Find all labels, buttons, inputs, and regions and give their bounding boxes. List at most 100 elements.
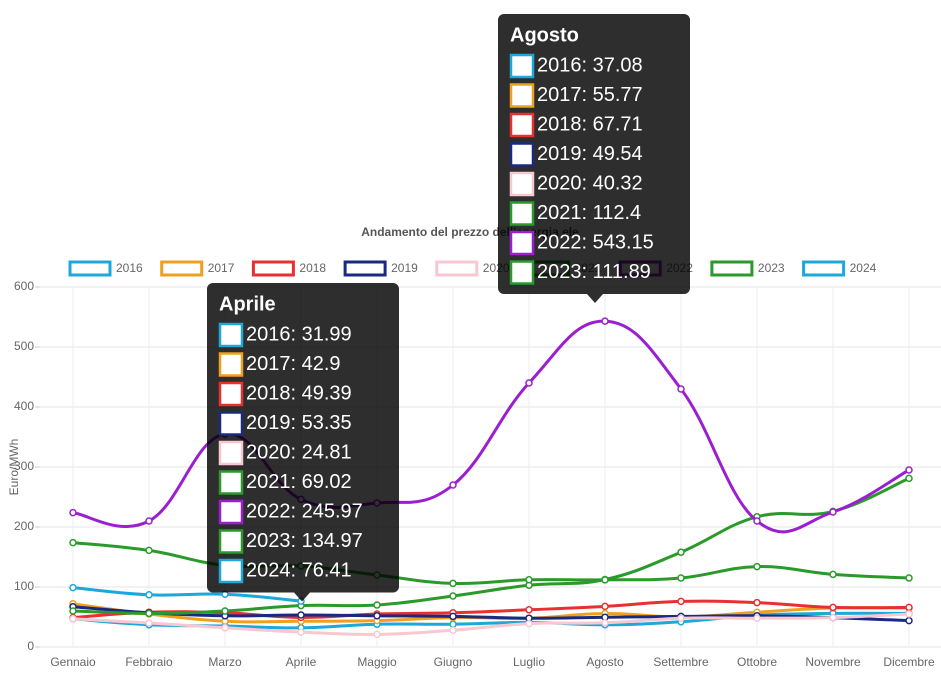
legend-label: 2017 — [208, 261, 235, 275]
data-point — [69, 538, 77, 547]
data-point — [905, 616, 913, 625]
tooltip-swatch — [509, 142, 535, 167]
x-tick-label: Settembre — [653, 655, 709, 669]
data-point — [905, 466, 913, 474]
series-line — [72, 319, 910, 534]
x-tick-label: Maggio — [357, 655, 397, 669]
tooltip-item: 2017: 55.77 — [537, 84, 643, 106]
tooltip-item: 2018: 49.39 — [246, 382, 352, 404]
tooltip-item: 2024: 76.41 — [246, 559, 352, 581]
data-point — [449, 579, 457, 588]
legend-label: 2016 — [116, 261, 143, 275]
data-point — [373, 612, 381, 620]
legend-swatch — [435, 260, 479, 277]
data-point — [525, 576, 533, 584]
data-point — [145, 619, 153, 627]
tooltip-swatch — [509, 260, 535, 285]
data-point — [677, 548, 685, 556]
tooltip: Aprile 2016: 31.99 2017: 42.9 2018: 49.39 20… — [207, 283, 399, 602]
data-point — [525, 619, 533, 628]
data-point — [449, 620, 457, 628]
data-point — [753, 517, 761, 525]
y-tick-label: 500 — [14, 339, 34, 353]
x-tick-label: Febbraio — [125, 655, 173, 669]
data-point — [905, 574, 913, 582]
tooltip-item: 2021: 69.02 — [246, 471, 352, 493]
tooltip-box — [498, 14, 690, 294]
tooltip-swatch — [218, 440, 244, 466]
data-point — [905, 603, 913, 612]
tooltip-item: 2019: 49.54 — [537, 143, 643, 165]
data-point — [525, 606, 533, 614]
data-point — [677, 574, 685, 582]
y-tick-label: 600 — [14, 279, 34, 293]
tooltip-swatch — [218, 470, 244, 495]
data-point — [753, 614, 761, 622]
series-line — [72, 605, 910, 623]
data-point — [905, 610, 913, 618]
tooltip-swatch — [218, 558, 244, 584]
x-tick-label: Agosto — [586, 655, 624, 669]
tooltip: Agosto 2016: 37.08 2017: 55.77 2018: 67.71 2… — [498, 14, 690, 303]
legend-swatch — [343, 260, 387, 277]
data-point — [601, 317, 609, 325]
y-tick-label: 300 — [14, 459, 34, 473]
legend-swatch — [710, 260, 754, 277]
series-line — [72, 586, 302, 603]
tooltip-item: 2020: 24.81 — [246, 441, 352, 463]
data-point — [601, 619, 609, 627]
tooltip-item: 2019: 53.35 — [246, 412, 352, 434]
x-tick-label: Novembre — [805, 655, 861, 669]
data-point — [525, 379, 533, 387]
tooltip-item: 2020: 40.32 — [537, 172, 643, 194]
data-point — [829, 508, 837, 516]
y-axis-label: Euro/MWh — [7, 439, 21, 496]
x-tick-label: Gennaio — [50, 655, 96, 669]
data-point — [905, 474, 913, 483]
data-point — [829, 613, 837, 622]
legend-label: 2023 — [758, 261, 785, 275]
x-tick-label: Dicembre — [883, 655, 935, 669]
data-point — [449, 626, 457, 634]
tooltip-pointer — [294, 592, 310, 602]
data-point — [829, 603, 837, 612]
data-point — [297, 628, 305, 636]
y-tick-label: 100 — [14, 579, 34, 593]
data-point — [221, 607, 229, 615]
x-tick-label: Ottobre — [737, 655, 777, 669]
legend-swatch — [68, 260, 112, 277]
tooltip-swatch — [509, 171, 535, 197]
legend-label: 2019 — [391, 261, 418, 275]
tooltip-item: 2022: 245.97 — [246, 500, 363, 522]
data-point — [297, 611, 305, 619]
legend-label: 2018 — [299, 261, 326, 275]
tooltip-swatch — [218, 322, 244, 348]
data-point — [677, 385, 685, 393]
data-point — [145, 591, 153, 599]
x-tick-label: Aprile — [286, 655, 317, 669]
tooltip-pointer — [587, 294, 603, 303]
y-tick-label: 200 — [14, 519, 34, 533]
series-line — [72, 612, 910, 636]
data-point — [601, 576, 609, 584]
data-point — [753, 562, 761, 571]
tooltip-item: 2017: 42.9 — [246, 353, 341, 375]
data-point — [601, 602, 609, 611]
tooltip-box — [207, 283, 399, 593]
data-point — [145, 517, 153, 525]
legend-swatch — [802, 260, 846, 277]
x-tick-label: Giugno — [434, 655, 473, 669]
tooltip-swatch — [509, 53, 535, 79]
y-tick-label: 400 — [14, 399, 34, 413]
legend-swatch — [160, 260, 204, 277]
tooltip-item: 2018: 67.71 — [537, 113, 643, 135]
tooltip-item: 2023: 134.97 — [246, 530, 363, 552]
tooltip-swatch — [509, 83, 535, 108]
x-tick-label: Luglio — [513, 655, 545, 669]
tooltip-item: 2022: 543.15 — [537, 231, 654, 253]
tooltip-item: 2016: 37.08 — [537, 54, 643, 76]
data-point — [753, 598, 761, 607]
y-tick-label: 0 — [27, 639, 34, 653]
data-point — [373, 630, 381, 639]
